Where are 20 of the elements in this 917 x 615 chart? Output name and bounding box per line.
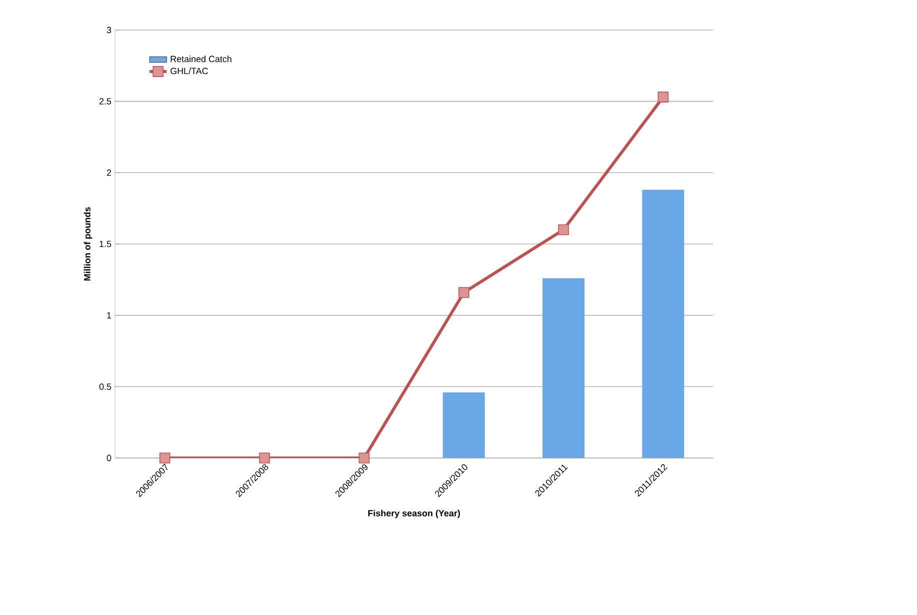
x-axis-title: Fishery season (Year) <box>368 510 460 518</box>
y-tick-label: 3 <box>106 26 112 34</box>
y-tick-label: 0 <box>106 454 112 462</box>
y-axis-title: Million of pounds <box>84 207 92 280</box>
y-tick-label: 2 <box>106 170 112 176</box>
point <box>159 452 170 464</box>
point <box>458 287 470 298</box>
bar <box>642 190 684 458</box>
bar <box>542 278 585 458</box>
legend-label: Retained Catch <box>170 56 232 62</box>
point <box>658 92 669 102</box>
y-tick-label: 2.5 <box>99 98 112 104</box>
point <box>558 224 569 236</box>
bar <box>442 392 485 458</box>
point <box>358 452 370 464</box>
y-tick-label: 1 <box>107 312 112 318</box>
point <box>259 452 270 464</box>
y-tick-label: 1.5 <box>100 240 112 248</box>
legend-label: GHL/TAC <box>170 68 208 74</box>
y-tick-label: 0.5 <box>99 383 112 390</box>
